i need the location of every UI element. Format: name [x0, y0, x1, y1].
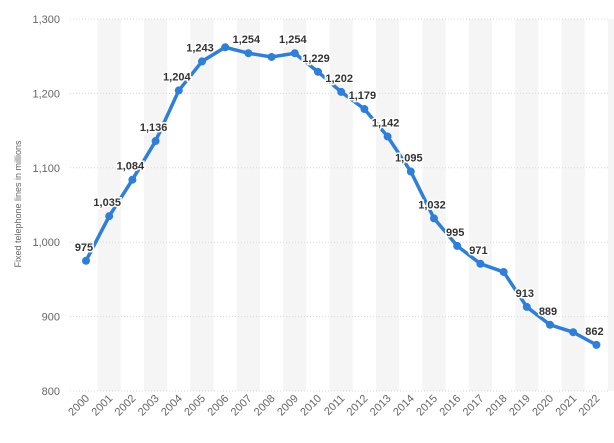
band-2022 — [608, 19, 614, 391]
x-tick-label: 2000 — [66, 393, 92, 419]
data-label-2000: 975 — [75, 242, 93, 254]
x-tick-label: 2015 — [414, 393, 440, 419]
data-point-2020 — [546, 320, 554, 329]
x-tick-label: 2022 — [577, 393, 603, 419]
data-point-2019 — [522, 302, 531, 311]
x-tick-label: 2012 — [345, 393, 371, 419]
data-point-2015 — [430, 214, 438, 223]
x-tick-label: 2007 — [229, 393, 255, 419]
y-tick-label: 800 — [42, 386, 60, 398]
data-point-2008 — [267, 52, 276, 61]
data-point-2007 — [244, 49, 253, 58]
y-tick-label: 1,000 — [32, 237, 60, 249]
data-point-2021 — [569, 328, 578, 337]
x-tick-label: 2006 — [206, 393, 232, 419]
data-points — [82, 43, 601, 349]
y-tick-label: 900 — [42, 312, 60, 324]
y-tick-label: 1,300 — [32, 14, 60, 26]
x-tick-label: 2011 — [322, 393, 347, 418]
data-label-2005: 1,243 — [186, 42, 214, 54]
data-point-2005 — [198, 57, 206, 66]
y-axis-label: Fixed telephone lines in millions — [13, 140, 23, 268]
x-axis-ticks: 2000200120022003200420052006200720082009… — [66, 393, 602, 419]
alternating-bands — [97, 19, 614, 391]
data-label-2010: 1,229 — [302, 53, 330, 65]
data-point-2014 — [406, 167, 415, 176]
data-label-2016: 995 — [446, 227, 464, 239]
data-label-2015: 1,032 — [418, 199, 446, 211]
x-tick-label: 2019 — [507, 393, 533, 419]
data-label-2019: 913 — [516, 288, 534, 300]
data-point-2022 — [592, 340, 601, 349]
band-2012 — [376, 19, 400, 391]
band-2006 — [236, 19, 260, 391]
data-point-2017 — [476, 259, 485, 268]
data-point-2006 — [221, 43, 230, 52]
y-tick-label: 1,100 — [32, 163, 60, 175]
band-2004 — [190, 19, 214, 391]
data-label-2020: 889 — [539, 306, 557, 318]
x-tick-label: 2001 — [90, 393, 116, 419]
x-tick-label: 2020 — [530, 393, 556, 419]
band-2002 — [144, 19, 168, 391]
band-2016 — [468, 19, 492, 391]
x-tick-label: 2013 — [368, 393, 394, 419]
x-tick-label: 2021 — [554, 393, 580, 419]
x-tick-label: 2003 — [136, 393, 162, 419]
band-2020 — [561, 19, 585, 391]
x-tick-label: 2018 — [484, 393, 510, 419]
data-point-2003 — [151, 137, 160, 146]
y-axis-ticks: 800 900 1,000 1,100 1,200 1,300 — [32, 14, 60, 398]
x-tick-label: 2004 — [159, 393, 185, 419]
data-point-2012 — [360, 105, 369, 114]
data-point-2009 — [290, 49, 299, 58]
data-label-2001: 1,035 — [93, 197, 121, 209]
band-2000 — [97, 19, 121, 391]
data-label-2012: 1,179 — [349, 90, 377, 102]
x-tick-label: 2009 — [275, 393, 301, 419]
y-tick-label: 1,200 — [32, 88, 60, 100]
band-2018 — [515, 19, 539, 391]
data-point-2004 — [174, 86, 183, 95]
x-tick-label: 2010 — [298, 393, 324, 419]
data-label-2009: 1,254 — [279, 34, 307, 46]
x-tick-label: 2016 — [438, 393, 464, 419]
data-point-2016 — [453, 241, 462, 250]
data-point-2002 — [128, 175, 137, 184]
data-label-2004: 1,204 — [163, 71, 191, 83]
x-tick-label: 2008 — [252, 393, 278, 419]
data-point-2018 — [499, 267, 508, 276]
x-tick-label: 2017 — [461, 393, 487, 419]
data-point-2000 — [82, 256, 90, 265]
data-label-2011: 1,202 — [325, 73, 353, 85]
data-labels: 975 1,035 1,084 1,136 1,204 1,243 1,254 1,254 1,… — [73, 33, 605, 340]
data-point-2010 — [314, 67, 322, 76]
data-point-2013 — [383, 132, 392, 141]
data-label-2002: 1,084 — [117, 161, 145, 173]
band-2010 — [329, 19, 353, 391]
data-label-2022: 862 — [585, 326, 603, 338]
band-2014 — [422, 19, 446, 391]
data-label-2014: 1,095 — [395, 153, 423, 165]
data-point-2001 — [105, 212, 114, 221]
data-point-2011 — [337, 87, 346, 96]
band-2008 — [283, 19, 307, 391]
data-label-2013: 1,142 — [372, 118, 400, 130]
data-label-2003: 1,136 — [140, 122, 168, 134]
x-tick-label: 2005 — [182, 393, 208, 419]
x-tick-label: 2014 — [391, 393, 417, 419]
data-label-2017: 971 — [469, 245, 487, 257]
data-label-2007: 1,254 — [233, 34, 261, 46]
x-tick-label: 2002 — [113, 393, 139, 419]
